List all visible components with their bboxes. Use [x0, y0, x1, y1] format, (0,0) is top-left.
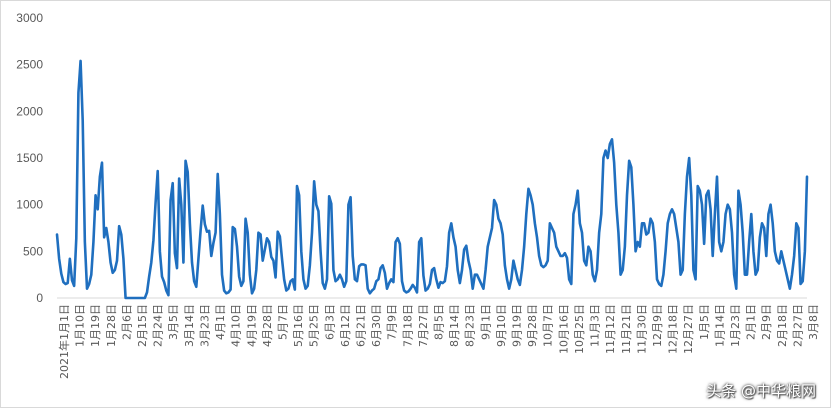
x-tick-label: 8月5日: [433, 304, 446, 340]
x-tick-label: 7月27日: [417, 304, 430, 347]
x-tick-label: 4月28日: [261, 304, 274, 347]
x-tick-label: 6月12日: [339, 304, 352, 347]
x-tick-label: 2月18日: [776, 304, 789, 347]
x-tick-label: 3月14日: [183, 304, 196, 347]
x-tick-label: 9月28日: [526, 304, 539, 347]
x-tick-label: 2021年1月1日: [57, 304, 71, 379]
x-tick-label: 4月10日: [230, 304, 243, 347]
x-tick-label: 11月21日: [620, 304, 633, 354]
x-tick-label: 1月19日: [89, 304, 102, 347]
x-tick-label: 2月9日: [760, 304, 773, 340]
x-tick-label: 1月5日: [698, 304, 711, 340]
x-tick-label: 2月6日: [120, 304, 133, 340]
y-tick-label: 1500: [16, 151, 43, 165]
x-tick-label: 1月23日: [729, 304, 742, 347]
x-tick-label: 4月19日: [245, 304, 258, 347]
x-tick-label: 6月21日: [354, 304, 367, 347]
y-axis: 0 500 1000 1500 2000 2500 3000: [16, 11, 43, 305]
x-axis: 2021年1月1日 1月10日 1月19日 1月28日 2月6日 2月15日 2月24日 3月…: [57, 297, 820, 379]
x-tick-label: 11月12日: [604, 304, 617, 354]
x-tick-label: 2月24日: [152, 304, 165, 347]
x-tick-label: 1月14日: [713, 304, 726, 347]
x-tick-label: 6月30日: [370, 304, 383, 347]
x-tick-label: 2月15日: [136, 304, 149, 347]
x-tick-label: 10月16日: [557, 304, 570, 354]
x-tick-label: 1月28日: [105, 304, 118, 347]
x-tick-label: 7月9日: [386, 304, 399, 340]
x-tick-label: 2月1日: [745, 304, 758, 340]
x-tick-label: 5月7日: [276, 304, 289, 340]
y-tick-label: 2000: [16, 104, 43, 118]
watermark: 头条 @中华粮网: [706, 382, 816, 400]
plot-area: [55, 59, 809, 300]
y-tick-label: 500: [23, 244, 43, 258]
series-line: [55, 59, 809, 300]
x-tick-label: 10月7日: [542, 304, 555, 347]
x-tick-label: 9月19日: [511, 304, 524, 347]
y-tick-label: 0: [36, 291, 43, 305]
y-tick-label: 3000: [16, 11, 43, 25]
x-tick-label: 2月27日: [791, 304, 804, 347]
y-tick-label: 2500: [16, 58, 43, 72]
x-tick-label: 9月1日: [479, 304, 492, 340]
x-tick-label: 11月3日: [589, 304, 602, 347]
x-tick-label: 1月10日: [74, 304, 87, 347]
x-tick-label: 12月18日: [667, 304, 680, 354]
x-tick-label: 5月16日: [292, 304, 305, 347]
y-tick-label: 1000: [16, 198, 43, 212]
x-tick-label: 11月30日: [635, 304, 648, 354]
x-tick-label: 3月23日: [198, 304, 211, 347]
x-tick-label: 4月1日: [214, 304, 227, 340]
x-tick-label: 12月9日: [651, 304, 664, 347]
x-tick-label: 3月5日: [167, 304, 180, 340]
x-tick-label: 8月23日: [464, 304, 477, 347]
x-tick-label: 6月3日: [323, 304, 336, 340]
x-tick-label: 9月10日: [495, 304, 508, 347]
x-tick-label: 10月25日: [573, 304, 586, 354]
x-tick-label: 3月8日: [807, 304, 820, 340]
x-tick-label: 8月14日: [448, 304, 461, 347]
x-tick-label: 7月18日: [401, 304, 414, 347]
x-tick-label: 12月27日: [682, 304, 695, 354]
x-tick-label: 5月25日: [308, 304, 321, 347]
